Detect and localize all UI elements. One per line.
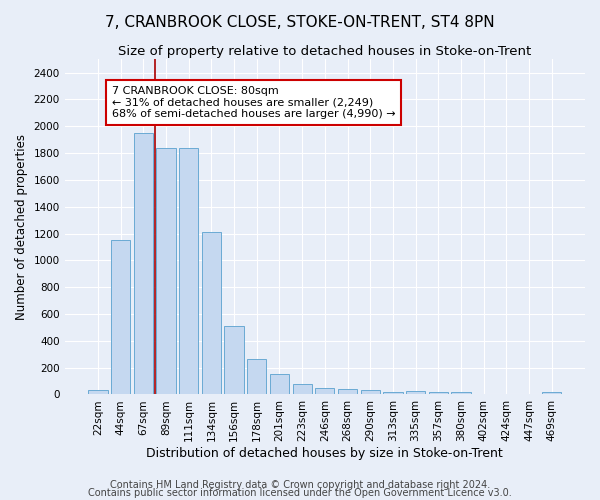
Bar: [270, 374, 289, 394]
Bar: [179, 148, 199, 394]
Bar: [338, 389, 357, 394]
Bar: [428, 392, 448, 394]
X-axis label: Distribution of detached houses by size in Stoke-on-Trent: Distribution of detached houses by size …: [146, 447, 503, 460]
Y-axis label: Number of detached properties: Number of detached properties: [15, 134, 28, 320]
Bar: [315, 388, 334, 394]
Bar: [361, 390, 380, 394]
Text: 7 CRANBROOK CLOSE: 80sqm
← 31% of detached houses are smaller (2,249)
68% of sem: 7 CRANBROOK CLOSE: 80sqm ← 31% of detach…: [112, 86, 395, 119]
Text: Contains HM Land Registry data © Crown copyright and database right 2024.: Contains HM Land Registry data © Crown c…: [110, 480, 490, 490]
Bar: [88, 390, 107, 394]
Text: 7, CRANBROOK CLOSE, STOKE-ON-TRENT, ST4 8PN: 7, CRANBROOK CLOSE, STOKE-ON-TRENT, ST4 …: [105, 15, 495, 30]
Bar: [406, 391, 425, 394]
Title: Size of property relative to detached houses in Stoke-on-Trent: Size of property relative to detached ho…: [118, 45, 532, 58]
Bar: [293, 384, 312, 394]
Bar: [247, 359, 266, 394]
Bar: [383, 392, 403, 394]
Bar: [451, 392, 470, 394]
Bar: [134, 133, 153, 394]
Bar: [542, 392, 562, 394]
Bar: [202, 232, 221, 394]
Bar: [111, 240, 130, 394]
Text: Contains public sector information licensed under the Open Government Licence v3: Contains public sector information licen…: [88, 488, 512, 498]
Bar: [157, 148, 176, 394]
Bar: [224, 326, 244, 394]
